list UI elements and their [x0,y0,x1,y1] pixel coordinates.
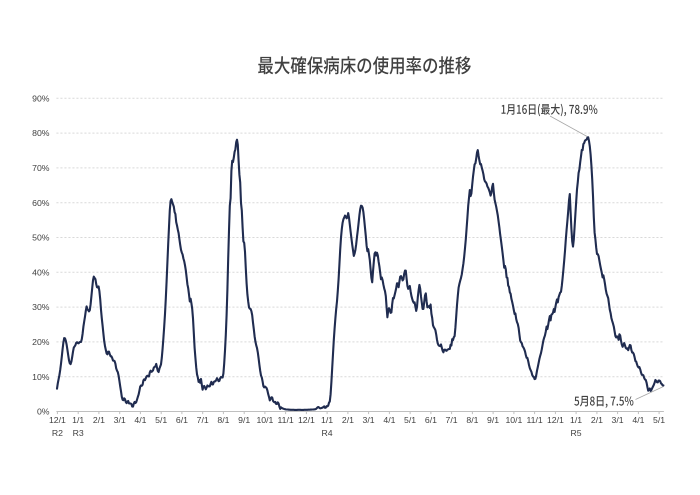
svg-text:10%: 10% [32,372,50,382]
svg-text:8/1: 8/1 [466,415,478,425]
svg-text:90%: 90% [32,93,50,103]
svg-text:12/1: 12/1 [298,415,315,425]
svg-text:9/1: 9/1 [238,415,250,425]
svg-text:1/1: 1/1 [570,415,582,425]
svg-text:6/1: 6/1 [176,415,188,425]
svg-text:R3: R3 [73,428,84,438]
svg-text:2/1: 2/1 [342,415,354,425]
svg-text:10/1: 10/1 [505,415,522,425]
svg-text:1/1: 1/1 [321,415,333,425]
svg-text:1/1: 1/1 [72,415,84,425]
svg-text:R2: R2 [52,428,63,438]
svg-text:7/1: 7/1 [197,415,209,425]
svg-text:2/1: 2/1 [93,415,105,425]
svg-text:50%: 50% [32,233,50,243]
svg-text:R4: R4 [322,428,333,438]
svg-text:3/1: 3/1 [114,415,126,425]
svg-text:6/1: 6/1 [425,415,437,425]
svg-text:4/1: 4/1 [632,415,644,425]
svg-text:5/1: 5/1 [653,415,665,425]
svg-text:2/1: 2/1 [591,415,603,425]
svg-text:5/1: 5/1 [404,415,416,425]
svg-text:30%: 30% [32,302,50,312]
svg-text:11/1: 11/1 [277,415,293,425]
svg-text:80%: 80% [32,128,50,138]
svg-text:3/1: 3/1 [363,415,375,425]
svg-text:R5: R5 [571,428,582,438]
svg-text:8/1: 8/1 [217,415,229,425]
svg-text:4/1: 4/1 [134,415,146,425]
svg-text:12/1: 12/1 [547,415,564,425]
svg-text:12/1: 12/1 [49,415,66,425]
svg-text:11/1: 11/1 [526,415,542,425]
svg-text:3/1: 3/1 [612,415,624,425]
svg-text:4/1: 4/1 [383,415,395,425]
svg-text:10/1: 10/1 [256,415,273,425]
svg-text:40%: 40% [32,267,50,277]
svg-text:7/1: 7/1 [446,415,458,425]
svg-text:0%: 0% [37,407,50,417]
svg-text:20%: 20% [32,337,50,347]
svg-text:5/1: 5/1 [155,415,167,425]
svg-text:9/1: 9/1 [487,415,499,425]
svg-text:70%: 70% [32,163,50,173]
svg-text:60%: 60% [32,198,50,208]
